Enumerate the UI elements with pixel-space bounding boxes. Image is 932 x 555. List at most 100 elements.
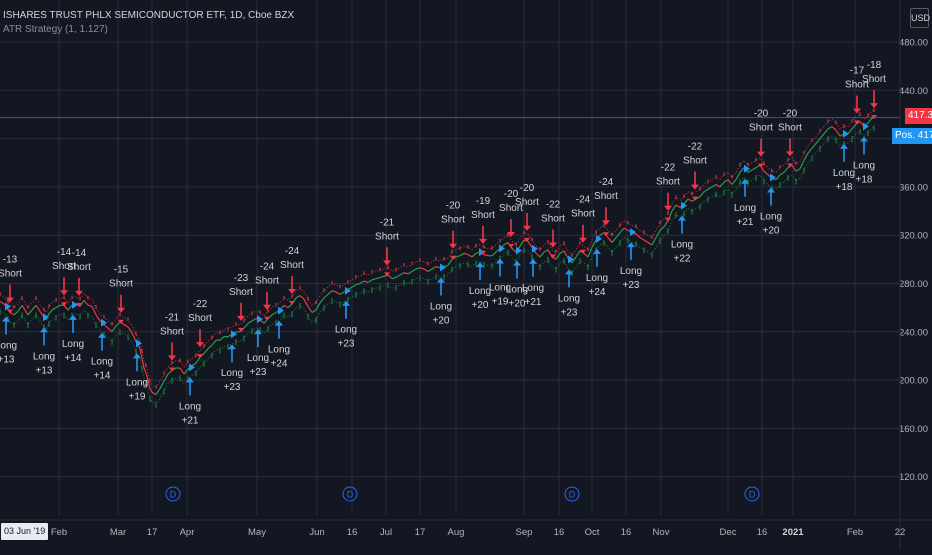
price-segment: [639, 237, 645, 241]
short-marker: [76, 302, 82, 307]
price-segment: [699, 191, 705, 197]
long-arrow-head: [98, 332, 106, 338]
price-segment: [371, 278, 377, 281]
price-segment: [647, 241, 653, 246]
long-marker: [101, 318, 107, 327]
price-segment: [811, 143, 817, 149]
y-tick-label: 360.00: [899, 182, 928, 193]
long-marker: [345, 286, 351, 295]
x-tick-label: Apr: [180, 527, 195, 538]
price-segment: [747, 169, 753, 173]
short-marker: [7, 309, 13, 314]
long-marker: [257, 315, 263, 324]
short-value: -17: [850, 66, 865, 77]
price-segment: [123, 324, 129, 328]
long-value: +14: [65, 353, 82, 364]
price-segment: [351, 284, 357, 288]
price-segment: [295, 295, 301, 299]
short-arrow-head: [6, 297, 14, 303]
price-segment: [471, 252, 477, 258]
price-segment: [327, 290, 333, 295]
price-segment: [55, 304, 61, 309]
price-segment: [535, 252, 541, 258]
price-segment: [251, 318, 257, 322]
price-segment: [27, 309, 33, 316]
price-segment: [799, 160, 805, 170]
price-segment: [611, 237, 617, 243]
short-label: Short: [441, 215, 465, 226]
short-value: -21: [165, 312, 180, 323]
long-label: Long: [489, 282, 511, 293]
short-arrow-head: [523, 225, 531, 231]
long-value: +13: [0, 354, 15, 365]
long-marker: [72, 300, 78, 309]
price-segment: [651, 237, 657, 246]
price-segment: [695, 196, 701, 200]
currency-button[interactable]: USD: [910, 8, 930, 28]
short-label: Short: [188, 313, 212, 324]
price-segment: [339, 291, 345, 295]
price-segment: [791, 164, 797, 172]
y-tick-label: 160.00: [899, 424, 928, 435]
long-arrow-head: [476, 262, 484, 268]
price-segment: [115, 321, 121, 327]
short-arrow-head: [479, 238, 487, 244]
short-value: -20: [783, 108, 798, 119]
signals: Long +13 Short -13 Long +13 Short -14 Long +14 Sho…: [0, 60, 886, 426]
price-segment: [411, 268, 417, 272]
price-segment: [149, 388, 153, 393]
price-segment: [111, 325, 117, 333]
long-value: +22: [674, 254, 691, 265]
short-marker: [580, 249, 586, 254]
short-label: Short: [499, 203, 523, 214]
price-segment: [555, 252, 561, 260]
price-segment: [427, 268, 433, 272]
short-value: -14: [57, 247, 72, 258]
long-value: +20: [433, 316, 450, 327]
price-segment: [483, 253, 489, 257]
short-label: Short: [67, 262, 91, 273]
price-segment: [207, 344, 213, 350]
y-tick-label: 240.00: [899, 327, 928, 338]
long-value: +14: [94, 371, 111, 382]
short-arrow-head: [853, 108, 861, 114]
long-marker: [630, 228, 636, 237]
price-segment: [755, 164, 761, 169]
short-arrow-head: [237, 315, 245, 321]
long-label: Long: [833, 168, 855, 179]
x-tick-label: Jun: [309, 527, 324, 538]
price-segment: [145, 372, 149, 381]
price-segment: [431, 266, 437, 270]
long-arrow-head: [565, 269, 573, 275]
price-segment: [707, 186, 713, 190]
price-segment: [703, 188, 709, 193]
price-segment: [363, 280, 369, 283]
grid: [0, 0, 901, 515]
short-value: -24: [285, 246, 300, 257]
price-segment: [17, 304, 23, 312]
short-value: -18: [867, 60, 882, 71]
price-segment: [619, 227, 625, 234]
last-price-badge: 417.37: [905, 108, 932, 124]
price-segment: [51, 307, 57, 311]
price-segment: [419, 267, 425, 270]
price-segment: [783, 167, 789, 173]
y-tick-label: 120.00: [899, 472, 928, 483]
price-segment: [163, 373, 169, 382]
price-segment: [819, 133, 825, 139]
short-value: -22: [688, 142, 703, 153]
price-segment: [395, 274, 401, 278]
long-label: Long: [469, 286, 491, 297]
price-segment: [147, 379, 151, 389]
indicator-label[interactable]: ATR Strategy (1, 1.127): [3, 24, 108, 35]
price-segment: [87, 304, 93, 308]
price-segment: [91, 306, 97, 316]
short-arrow-head: [549, 242, 557, 248]
symbol-title: ISHARES TRUST PHLX SEMICONDUCTOR ETF, 1D…: [3, 10, 295, 21]
price-segment: [459, 252, 465, 257]
x-tick-label: Dec: [720, 527, 737, 538]
short-marker: [480, 250, 486, 255]
